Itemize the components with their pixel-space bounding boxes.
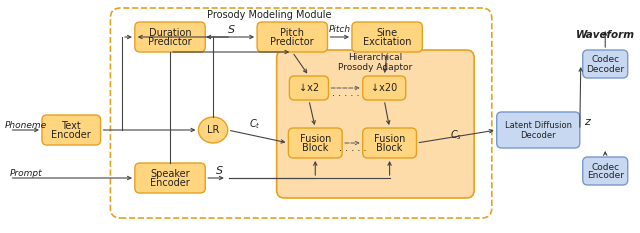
Text: Text: Text bbox=[61, 121, 81, 131]
Text: Sine: Sine bbox=[376, 28, 397, 38]
Text: Prompt: Prompt bbox=[10, 168, 43, 178]
Text: Pitch: Pitch bbox=[329, 24, 351, 34]
Text: Pitch: Pitch bbox=[280, 28, 304, 38]
Text: Encoder: Encoder bbox=[587, 171, 624, 181]
Text: Excitation: Excitation bbox=[363, 37, 412, 47]
Text: $S$: $S$ bbox=[227, 23, 236, 35]
FancyBboxPatch shape bbox=[363, 76, 406, 100]
Text: Block: Block bbox=[302, 143, 328, 153]
FancyBboxPatch shape bbox=[42, 115, 100, 145]
FancyBboxPatch shape bbox=[583, 157, 628, 185]
Text: Encoder: Encoder bbox=[150, 178, 190, 188]
Text: $S$: $S$ bbox=[214, 164, 223, 176]
FancyBboxPatch shape bbox=[276, 50, 474, 198]
Text: Hierarchical: Hierarchical bbox=[348, 54, 403, 62]
Text: Decoder: Decoder bbox=[586, 65, 624, 73]
Text: Prosody Adaptor: Prosody Adaptor bbox=[339, 62, 413, 72]
Text: · · · · ·: · · · · · bbox=[332, 91, 359, 101]
FancyBboxPatch shape bbox=[497, 112, 580, 148]
Text: Duration: Duration bbox=[148, 28, 191, 38]
Text: Fusion: Fusion bbox=[374, 134, 405, 144]
Text: Fusion: Fusion bbox=[300, 134, 331, 144]
Text: ↓x2: ↓x2 bbox=[299, 83, 319, 93]
Text: Waveform: Waveform bbox=[576, 30, 635, 40]
FancyBboxPatch shape bbox=[363, 128, 417, 158]
FancyBboxPatch shape bbox=[352, 22, 422, 52]
FancyBboxPatch shape bbox=[289, 76, 328, 100]
FancyBboxPatch shape bbox=[135, 163, 205, 193]
FancyBboxPatch shape bbox=[257, 22, 328, 52]
Text: Latent Diffusion: Latent Diffusion bbox=[505, 121, 572, 130]
Text: ↓x20: ↓x20 bbox=[371, 83, 397, 93]
Text: $C_s$: $C_s$ bbox=[451, 128, 463, 142]
Text: Codec: Codec bbox=[591, 55, 620, 65]
Text: LR: LR bbox=[207, 125, 220, 135]
FancyBboxPatch shape bbox=[583, 50, 628, 78]
Text: Decoder: Decoder bbox=[520, 130, 556, 140]
Text: Block: Block bbox=[376, 143, 403, 153]
Text: Encoder: Encoder bbox=[51, 130, 91, 140]
Text: · · · · ·: · · · · · bbox=[339, 146, 366, 156]
Text: Phoneme: Phoneme bbox=[4, 120, 46, 130]
Text: Codec: Codec bbox=[591, 162, 620, 171]
Text: $z$: $z$ bbox=[584, 117, 591, 127]
FancyBboxPatch shape bbox=[135, 22, 205, 52]
Text: $C_t$: $C_t$ bbox=[250, 117, 261, 131]
Text: Prosody Modeling Module: Prosody Modeling Module bbox=[207, 10, 331, 20]
Text: Predictor: Predictor bbox=[271, 37, 314, 47]
FancyBboxPatch shape bbox=[289, 128, 342, 158]
Text: Speaker: Speaker bbox=[150, 169, 190, 179]
Ellipse shape bbox=[198, 117, 228, 143]
Text: Predictor: Predictor bbox=[148, 37, 192, 47]
